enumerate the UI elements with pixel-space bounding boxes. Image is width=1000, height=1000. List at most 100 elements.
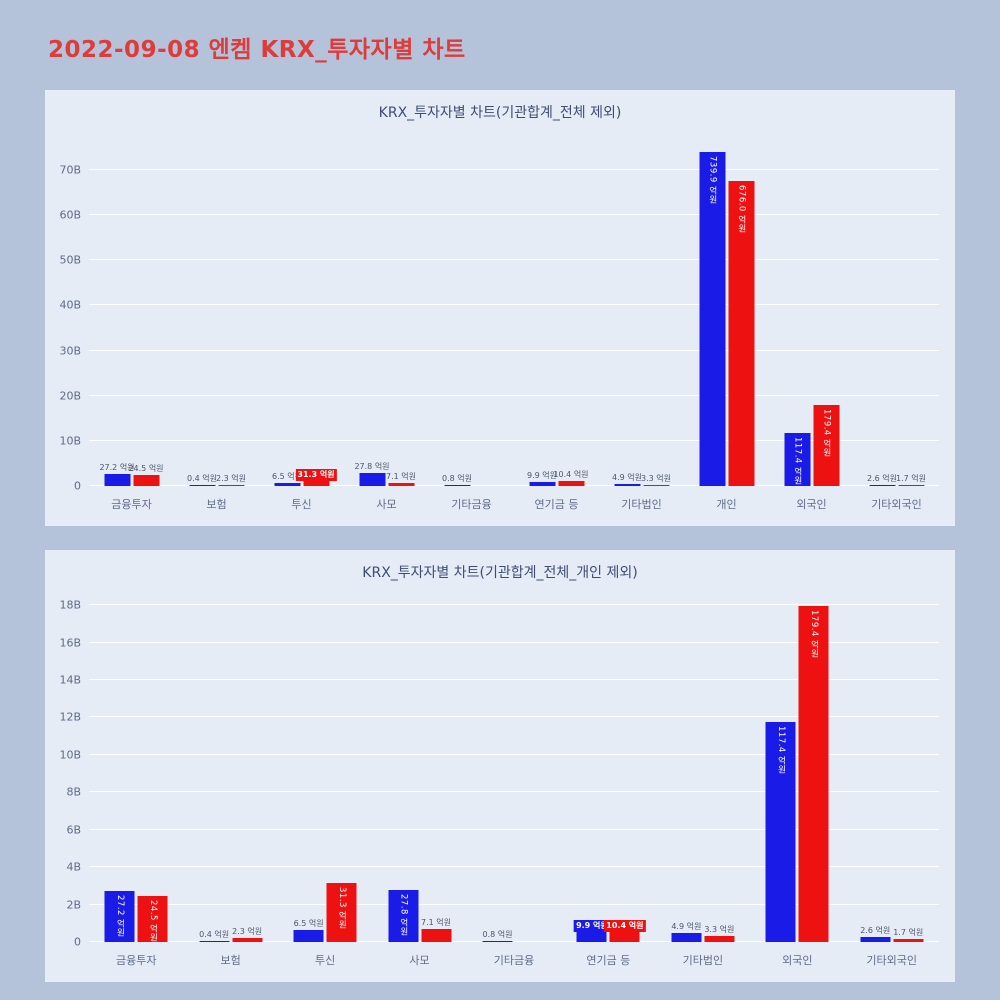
bar-value-label: 31.3 억원	[295, 468, 337, 481]
bar-blue-series[interactable]: 0.8 억원	[442, 475, 472, 486]
bar-value-label: 4.9 억원	[671, 921, 702, 931]
bar-pair: 6.5 억원 31.3 억원	[293, 883, 357, 942]
bar-value-label: 6.5 억원	[272, 472, 302, 482]
x-tick-label: 보험	[206, 498, 227, 511]
x-tick-label: 연기금 등	[586, 954, 631, 967]
bar-red-series[interactable]: 179.4 억원	[798, 606, 829, 942]
y-tick-label: 6B	[66, 823, 81, 837]
category-column: 4.9 억원 3.3 억원	[599, 134, 684, 486]
bar-pair: 0.4 억원 2.3 억원	[187, 474, 246, 486]
bar-red-series[interactable]: 10.4 억원	[553, 471, 589, 486]
bar-blue-series[interactable]: 2.6 억원	[867, 474, 897, 486]
bar-value-label: 9.9 억원	[527, 470, 557, 480]
bar-pair: 6.5 억원 31.3 억원	[272, 468, 337, 486]
y-tick-label: 4B	[66, 860, 81, 874]
bar-pair: 4.9 억원 3.3 억원	[671, 922, 735, 942]
bar-red-series[interactable]: 24.5 억원	[128, 464, 164, 486]
chart-bottom-title: KRX_투자자별 차트(기관합계_전체_개인 제외)	[362, 565, 638, 581]
bar-pair: 4.9 억원 3.3 억원	[612, 473, 671, 486]
y-tick-label: 10B	[59, 748, 81, 762]
bar-blue-series[interactable]: 0.4 억원	[187, 475, 217, 486]
bar-blue-series[interactable]: 9.9 억원	[574, 920, 610, 942]
bar-value-label: 27.2 억원	[114, 895, 125, 938]
bar-value-label: 739.9 억원	[707, 156, 718, 205]
plot-column: 27.2 억원 24.5 억원 0.4 억원 2.3 억원 6.5 억원 31.3 억원 2…	[89, 134, 939, 512]
bar-value-label: 24.5 억원	[128, 463, 164, 473]
category-column: 4.9 억원 3.3 억원	[656, 594, 750, 942]
bar-blue-series[interactable]: 4.9 억원	[612, 473, 642, 486]
bar-blue-series[interactable]: 27.2 억원	[104, 891, 135, 942]
x-tick-label: 연기금 등	[534, 498, 579, 511]
bar-blue-series[interactable]: 739.9 억원	[699, 152, 725, 486]
y-tick-label: 16B	[59, 636, 81, 650]
bar-blue-series[interactable]: 0.8 억원	[482, 930, 513, 942]
bar-red-series[interactable]: 1.7 억원	[896, 475, 926, 486]
category-column: 117.4 억원 179.4 억원	[769, 134, 854, 486]
bar-value-label: 0.4 억원	[187, 474, 217, 483]
bar-blue-series[interactable]: 6.5 억원	[272, 473, 302, 486]
bar-value-label: 7.1 억원	[421, 917, 452, 927]
bar-red-series[interactable]: 3.3 억원	[641, 474, 671, 486]
bar-value-label: 0.8 억원	[482, 929, 513, 939]
bar-blue-series[interactable]: 27.2 억원	[99, 463, 135, 486]
bar-value-label: 27.8 억원	[398, 894, 409, 937]
y-axis: 0 10B 20B 30B 40B 50B 60B 70B	[45, 134, 89, 492]
y-tick-label: 60B	[59, 208, 81, 222]
bar-red-series[interactable]: 2.3 억원	[232, 927, 263, 942]
bar-value-label: 24.5 억원	[147, 900, 158, 943]
x-tick-label: 투신	[291, 498, 312, 511]
x-tick-label: 금융투자	[115, 954, 157, 967]
bar-red-series[interactable]: 31.3 억원	[295, 468, 337, 486]
category-column: 9.9 억원 10.4 억원	[561, 594, 655, 942]
bar-blue-series[interactable]: 6.5 억원	[293, 919, 324, 942]
bar-value-label: 2.6 억원	[867, 473, 897, 483]
bar-blue-series[interactable]: 9.9 억원	[527, 471, 557, 486]
bar-blue-series[interactable]: 0.4 억원	[199, 931, 230, 942]
x-tick-label: 개인	[716, 498, 737, 511]
x-tick-label: 사모	[376, 498, 397, 511]
y-tick-label: 10B	[59, 434, 81, 448]
x-axis: 금융투자 보험 투신 사모 기타금융 연기금 등 기타법인 외국인 기타외국인	[89, 942, 939, 968]
chart-bottom-body: 0 2B 4B 6B 8B 10B 12B 14B 16B 18B 27.2 억원 24.5 억원 0…	[45, 594, 955, 968]
bar-red-series[interactable]: 7.1 억원	[421, 918, 452, 942]
y-tick-label: 70B	[59, 163, 81, 177]
y-tick-label: 12B	[59, 710, 81, 724]
bar-blue-series[interactable]: 27.8 억원	[354, 463, 390, 486]
x-axis: 금융투자 보험 투신 사모 기타금융 연기금 등 기타법인 개인 외국인 기타외국인	[89, 486, 939, 512]
y-tick-label: 30B	[59, 344, 81, 358]
bar-value-label: 676.0 억원	[736, 184, 747, 233]
bar-blue-series[interactable]: 27.8 억원	[388, 890, 419, 942]
y-tick-label: 2B	[66, 898, 81, 912]
bar-red-series[interactable]: 24.5 억원	[137, 896, 168, 943]
bar-value-label: 1.7 억원	[893, 927, 924, 937]
bar-value-label: 0.8 억원	[442, 474, 472, 483]
bar-pair: 0.8 억원	[442, 475, 499, 486]
bar-blue-series[interactable]: 2.6 억원	[860, 927, 891, 942]
bar-blue-series[interactable]: 117.4 억원	[784, 433, 810, 486]
bar-value-label: 27.8 억원	[354, 462, 390, 472]
bar-pair: 9.9 억원 10.4 억원	[527, 471, 589, 486]
chart-top-title: KRX_투자자별 차트(기관합계_전체 제외)	[378, 105, 622, 121]
bar-pair: 0.8 억원	[482, 930, 545, 942]
bar-red-series[interactable]: 10.4 억원	[604, 919, 646, 942]
category-column: 0.8 억원	[429, 134, 514, 486]
bar-value-label: 117.4 억원	[776, 726, 787, 775]
bar-red-series[interactable]: 3.3 억원	[704, 925, 735, 942]
y-tick-label: 0	[74, 935, 81, 949]
bar-red-series[interactable]: 1.7 억원	[893, 928, 924, 942]
bar-red-series[interactable]: 179.4 억원	[813, 405, 839, 486]
x-tick-label: 기타외국인	[871, 498, 922, 511]
bar-value-label: 0.4 억원	[199, 930, 230, 939]
bar-red-series[interactable]: 2.3 억원	[216, 474, 246, 486]
bar-value-label: 3.3 억원	[641, 473, 671, 483]
bar-red-series[interactable]: 7.1 억원	[386, 472, 416, 486]
category-column: 6.5 억원 31.3 억원	[278, 594, 372, 942]
bar-red-series[interactable]: 676.0 억원	[728, 180, 754, 486]
category-column: 27.8 억원 7.1 억원	[372, 594, 466, 942]
bar-blue-series[interactable]: 117.4 억원	[765, 722, 796, 942]
bar-blue-series[interactable]: 4.9 억원	[671, 922, 702, 942]
bar-red-series[interactable]: 31.3 억원	[326, 883, 357, 942]
bar-value-label: 31.3 억원	[336, 887, 347, 930]
bar-value-label: 6.5 억원	[293, 918, 324, 928]
chart-bottom-card: KRX_투자자별 차트(기관합계_전체_개인 제외) 0 2B 4B 6B 8B 10B 1…	[45, 550, 955, 982]
